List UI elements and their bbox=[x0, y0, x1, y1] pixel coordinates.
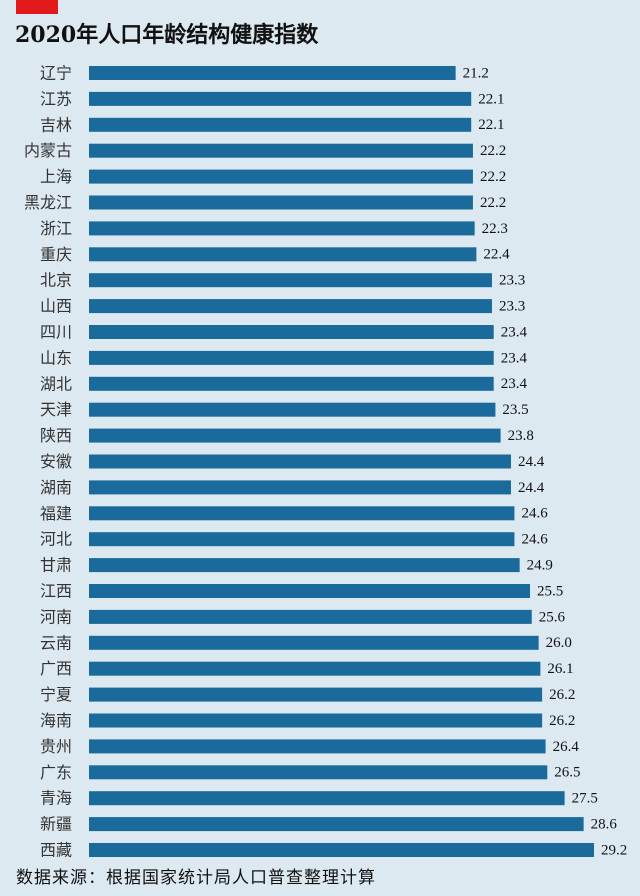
category-label: 浙江 bbox=[40, 219, 72, 238]
bar-chart: 辽宁 21.2 江苏 22.1 吉林 22.1 内蒙古 22.2 上海 22.2 黑龙江 22.2 浙江… bbox=[24, 64, 627, 860]
bar bbox=[89, 91, 472, 106]
value-label: 23.4 bbox=[501, 324, 528, 340]
source-note: 数据来源：根据国家统计局人口普查整理计算 bbox=[16, 868, 376, 888]
category-label: 湖南 bbox=[40, 478, 72, 497]
value-label: 23.3 bbox=[499, 273, 525, 289]
value-label: 24.6 bbox=[521, 532, 548, 548]
value-label: 22.1 bbox=[478, 117, 504, 133]
bar bbox=[89, 558, 520, 573]
bar bbox=[89, 661, 541, 676]
bar bbox=[89, 325, 494, 339]
bar bbox=[89, 532, 515, 547]
value-label: 22.4 bbox=[483, 247, 510, 263]
value-label: 26.2 bbox=[549, 713, 575, 729]
bar bbox=[89, 428, 501, 443]
category-label: 广东 bbox=[40, 763, 72, 782]
category-label: 新疆 bbox=[40, 815, 72, 834]
value-label: 23.4 bbox=[501, 350, 528, 366]
bar bbox=[89, 195, 473, 210]
category-label: 海南 bbox=[40, 711, 72, 730]
value-label: 22.1 bbox=[478, 91, 504, 107]
bar bbox=[89, 609, 532, 624]
value-label: 24.4 bbox=[518, 454, 545, 470]
category-label: 北京 bbox=[40, 271, 72, 290]
category-label: 西藏 bbox=[40, 841, 72, 860]
value-label: 26.4 bbox=[553, 739, 580, 755]
bar bbox=[89, 480, 511, 495]
bar bbox=[89, 817, 584, 832]
category-label: 甘肃 bbox=[40, 556, 72, 575]
category-label: 上海 bbox=[40, 167, 72, 186]
bar bbox=[89, 299, 492, 314]
bar bbox=[89, 273, 492, 288]
category-label: 辽宁 bbox=[40, 64, 72, 83]
value-label: 23.5 bbox=[502, 402, 528, 418]
category-label: 四川 bbox=[40, 323, 72, 342]
bar bbox=[89, 402, 496, 417]
category-label: 江苏 bbox=[40, 89, 72, 108]
value-label: 27.5 bbox=[572, 791, 598, 807]
value-label: 22.2 bbox=[480, 195, 506, 211]
category-label: 内蒙古 bbox=[24, 141, 72, 160]
value-label: 29.2 bbox=[601, 842, 627, 858]
value-label: 22.2 bbox=[480, 143, 506, 159]
category-label: 吉林 bbox=[40, 115, 72, 134]
category-label: 河南 bbox=[40, 607, 72, 626]
category-label: 青海 bbox=[40, 789, 72, 808]
bar bbox=[89, 350, 494, 365]
bar bbox=[89, 713, 543, 728]
bar bbox=[89, 791, 565, 806]
bar bbox=[89, 506, 515, 521]
bar bbox=[89, 169, 473, 184]
bar bbox=[89, 635, 539, 650]
value-label: 24.4 bbox=[518, 480, 545, 496]
category-label: 贵州 bbox=[40, 737, 72, 756]
value-label: 21.2 bbox=[463, 65, 489, 81]
bar bbox=[89, 454, 511, 469]
value-label: 26.2 bbox=[549, 687, 575, 703]
category-label: 广西 bbox=[40, 659, 72, 678]
category-label: 重庆 bbox=[40, 245, 72, 264]
value-label: 25.6 bbox=[539, 609, 566, 625]
bar bbox=[89, 143, 473, 158]
bar bbox=[89, 765, 548, 780]
category-label: 云南 bbox=[40, 633, 72, 652]
value-label: 22.3 bbox=[482, 221, 508, 237]
category-label: 山东 bbox=[40, 348, 72, 367]
value-label: 22.2 bbox=[480, 169, 506, 185]
bar bbox=[89, 117, 472, 132]
category-label: 福建 bbox=[40, 504, 72, 523]
category-label: 江西 bbox=[40, 582, 72, 601]
value-label: 23.4 bbox=[501, 376, 528, 392]
category-label: 陕西 bbox=[40, 426, 72, 445]
chart-title: 2020年人口年龄结构健康指数 bbox=[15, 22, 319, 48]
category-label: 安徽 bbox=[40, 452, 72, 471]
value-label: 24.6 bbox=[521, 506, 548, 522]
bar bbox=[89, 221, 475, 236]
category-label: 天津 bbox=[40, 400, 72, 419]
value-label: 28.6 bbox=[591, 817, 618, 833]
bar bbox=[89, 687, 543, 702]
category-label: 宁夏 bbox=[40, 685, 72, 704]
value-label: 26.5 bbox=[554, 765, 580, 781]
value-label: 26.1 bbox=[547, 661, 573, 677]
accent-block bbox=[16, 0, 58, 14]
bar bbox=[89, 584, 531, 598]
bar bbox=[89, 66, 456, 80]
value-label: 23.8 bbox=[508, 428, 534, 444]
bar bbox=[89, 739, 546, 754]
category-label: 湖北 bbox=[40, 374, 72, 393]
value-label: 26.0 bbox=[546, 635, 572, 651]
value-label: 25.5 bbox=[537, 583, 563, 599]
bar bbox=[89, 843, 594, 857]
category-label: 黑龙江 bbox=[24, 193, 72, 212]
bar bbox=[89, 376, 494, 391]
value-label: 24.9 bbox=[527, 558, 553, 574]
value-label: 23.3 bbox=[499, 299, 525, 315]
category-label: 河北 bbox=[40, 530, 72, 549]
bar bbox=[89, 247, 477, 262]
category-label: 山西 bbox=[40, 297, 72, 316]
